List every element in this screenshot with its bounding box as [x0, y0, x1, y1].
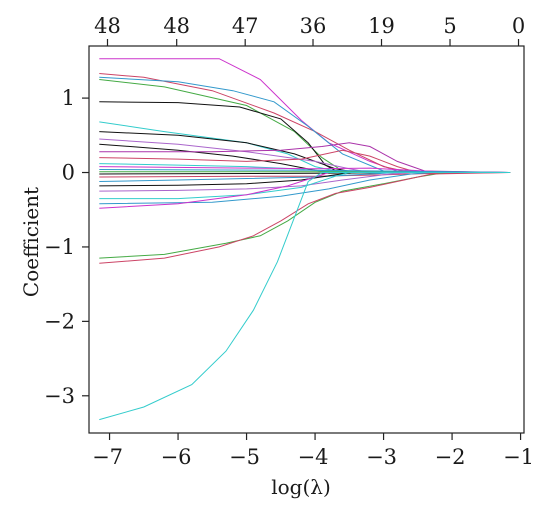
y-tick-label: 1	[62, 86, 75, 110]
top-tick-label: 0	[512, 14, 525, 38]
y-axis-title: Coefficient	[19, 187, 43, 297]
top-tick-label: 48	[163, 14, 190, 38]
top-tick-label: 36	[300, 14, 327, 38]
series-line-20	[99, 172, 511, 192]
top-tick-label: 19	[368, 14, 395, 38]
series-line-26	[99, 172, 511, 421]
x-tick-label: −4	[298, 445, 329, 469]
x-tick-label: −6	[161, 445, 192, 469]
top-tick-label: 48	[94, 14, 121, 38]
x-tick-label: −1	[503, 445, 534, 469]
top-tick-label: 5	[443, 14, 456, 38]
y-tick-label: 0	[62, 161, 75, 185]
y-tick-label: −2	[44, 309, 75, 333]
x-tick-label: −7	[92, 445, 123, 469]
y-tick-label: −1	[44, 235, 75, 259]
top-axis: 48 48 47 36 19 5 0	[94, 14, 525, 46]
left-axis: −3 −2 −1 0 1	[44, 86, 89, 408]
x-tick-label: −5	[229, 445, 260, 469]
series-line-12	[99, 163, 511, 173]
x-tick-label: −2	[435, 445, 466, 469]
series-line-10	[99, 142, 511, 173]
plot-frame	[88, 45, 525, 434]
top-tick-label: 47	[232, 14, 259, 38]
series-lines	[99, 58, 511, 421]
series-line-19	[99, 172, 511, 187]
bottom-axis: −7 −6 −5 −4 −3 −2 −1	[92, 433, 534, 469]
series-line-25	[99, 172, 511, 264]
series-line-1	[99, 58, 511, 173]
y-tick-label: −3	[44, 384, 75, 408]
x-tick-label: −3	[366, 445, 397, 469]
x-axis-title: log(λ)	[271, 475, 331, 499]
